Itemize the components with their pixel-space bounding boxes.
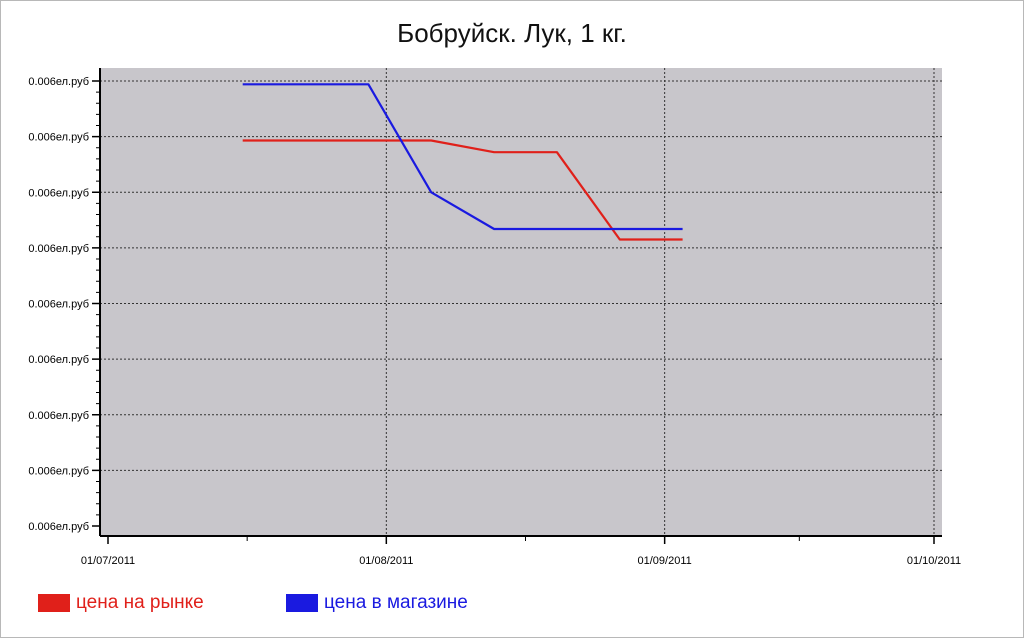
- legend-label-market: цена на рынке: [76, 592, 204, 613]
- y-tick-label: 0.006ел.руб: [28, 299, 89, 311]
- grid-lines: [100, 68, 942, 536]
- y-tick-label: 0.006ел.руб: [28, 76, 89, 88]
- y-axis-labels: 0.006ел.руб 0.006ел.руб 0.006ел.руб 0.006ел…: [28, 76, 89, 533]
- y-tick-label: 0.006ел.руб: [28, 187, 89, 199]
- plot-area: [100, 68, 942, 536]
- x-tick-label: 01/10/2011: [907, 555, 961, 567]
- legend-swatch-store: [286, 594, 318, 612]
- y-tick-label: 0.006ел.руб: [28, 521, 89, 533]
- series-line-0: [242, 139, 683, 241]
- series-lines: [242, 83, 683, 241]
- legend-item-store: цена в магазине: [286, 592, 468, 614]
- axes: [92, 68, 942, 544]
- x-tick-label: 01/08/2011: [359, 555, 413, 567]
- y-tick-label: 0.006ел.руб: [28, 354, 89, 366]
- y-tick-label: 0.006ел.руб: [28, 132, 89, 144]
- y-tick-label: 0.006ел.руб: [28, 410, 89, 422]
- y-tick-label: 0.006ел.руб: [28, 243, 89, 255]
- chart-title: Бобруйск. Лук, 1 кг.: [397, 18, 627, 48]
- legend-item-market: цена на рынке: [38, 592, 204, 614]
- x-tick-label: 01/07/2011: [81, 555, 135, 567]
- x-tick-label: 01/09/2011: [638, 555, 692, 567]
- series-line-1: [242, 83, 683, 231]
- x-axis-labels: 01/07/2011 01/08/2011 01/09/2011 01/10/2011: [81, 555, 961, 567]
- legend-swatch-market: [38, 594, 70, 612]
- y-tick-label: 0.006ел.руб: [28, 465, 89, 477]
- legend-label-store: цена в магазине: [324, 592, 468, 613]
